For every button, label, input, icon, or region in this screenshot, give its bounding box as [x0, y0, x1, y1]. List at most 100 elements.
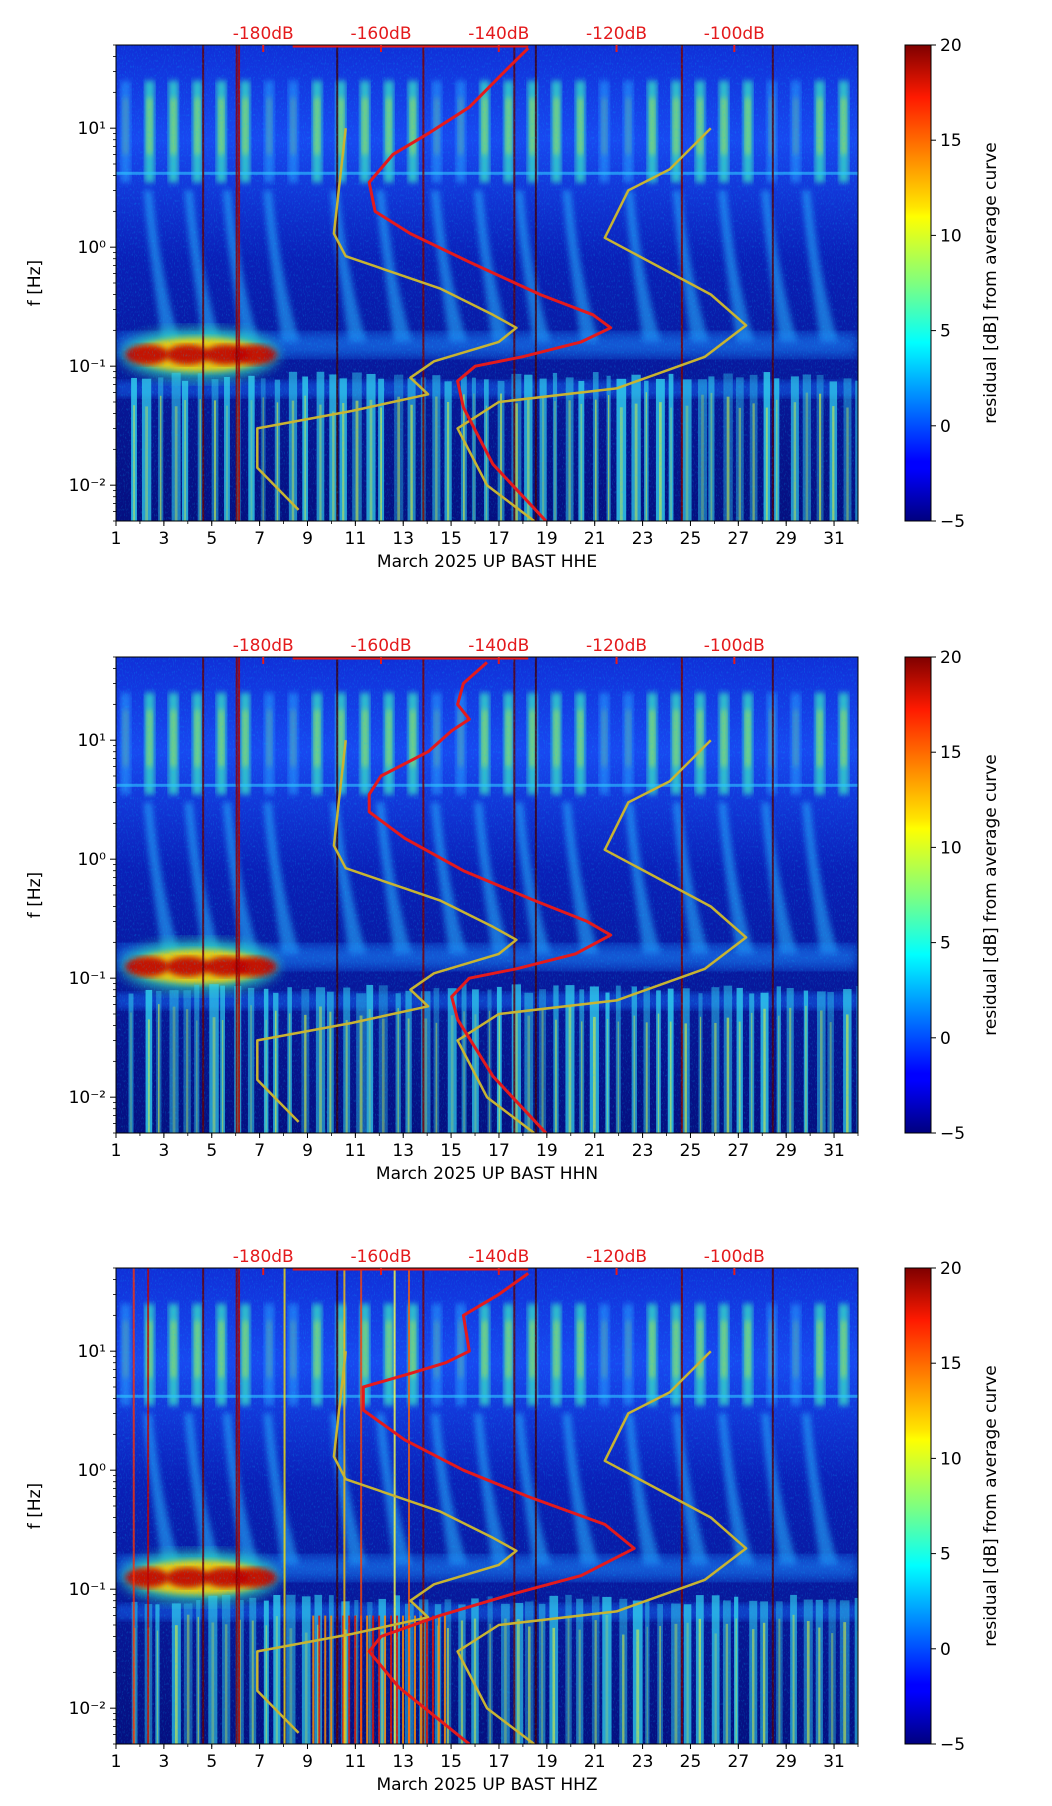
x-tick-label: 27	[728, 1141, 750, 1161]
colorbar: −5 0 5 10 15 20 residual [dB] from average cur…	[904, 1259, 1001, 1755]
x-tick-label: 7	[254, 529, 265, 549]
high-noise-model	[456, 739, 748, 1133]
colorbar: −5 0 5 10 15 20 residual [dB] from average cur…	[904, 648, 1001, 1144]
x-tick-label: 29	[775, 1752, 797, 1772]
top-db-scale: -180dB -160dB -140dB -120dB -100dB	[233, 636, 765, 664]
y-tick-label: 10⁰	[78, 238, 107, 258]
x-tick-label: 27	[728, 1752, 750, 1772]
x-tick-label: 9	[302, 529, 313, 549]
y-tick-label: 10¹	[78, 731, 106, 751]
colorbar-tick-label: 0	[940, 1640, 951, 1660]
y-tick-label: 10⁻¹	[69, 357, 106, 377]
x-tick-label: 29	[775, 529, 797, 549]
db-tick-label: -100dB	[704, 24, 765, 44]
colorbar-tick-label: 10	[940, 838, 962, 858]
y-tick-label: 10¹	[78, 119, 106, 139]
x-tick-label: 17	[488, 1752, 510, 1772]
spectrogram-image	[116, 45, 858, 521]
top-db-scale: -180dB -160dB -140dB -120dB -100dB	[233, 24, 765, 52]
x-tick-label: 13	[392, 1752, 414, 1772]
x-tick-label: 5	[206, 1141, 217, 1161]
x-tick-label: 7	[254, 1752, 265, 1772]
x-tick-label: 29	[775, 1141, 797, 1161]
y-axis: 10⁻² 10⁻¹ 10⁰ 10¹ f [Hz]	[25, 656, 116, 1134]
x-tick-label: 21	[584, 1141, 606, 1161]
y-tick-label: 10⁻²	[69, 1088, 106, 1108]
db-tick-label: -140dB	[468, 636, 529, 656]
top-db-scale: -180dB -160dB -140dB -120dB -100dB	[233, 1247, 765, 1275]
db-tick-label: -180dB	[233, 1247, 294, 1267]
colorbar-gradient	[904, 656, 932, 1134]
colorbar-tick-label: −5	[940, 1735, 965, 1755]
speckle	[116, 657, 858, 1133]
x-tick-label: 23	[632, 529, 654, 549]
x-tick-label: 31	[823, 529, 845, 549]
colorbar-gradient	[904, 44, 932, 522]
x-tick-label: 3	[158, 1752, 169, 1772]
x-tick-label: 3	[158, 1141, 169, 1161]
average-station-curve	[367, 661, 613, 1133]
speckle	[116, 45, 858, 521]
x-tick-label: 13	[392, 1141, 414, 1161]
db-tick-label: -160dB	[350, 24, 411, 44]
x-tick-label: 25	[680, 1141, 702, 1161]
noise-curves	[256, 657, 748, 1133]
x-tick-label: 17	[488, 1141, 510, 1161]
y-tick-label: 10⁻¹	[69, 969, 106, 989]
x-tick-label: 31	[823, 1141, 845, 1161]
x-tick-label: 17	[488, 529, 510, 549]
noise-curves	[256, 45, 748, 521]
x-axis-label: March 2025 UP BAST HHN	[376, 1164, 598, 1184]
high-noise-model	[456, 1350, 748, 1744]
colorbar-tick-label: 20	[940, 36, 962, 56]
x-tick-label: 31	[823, 1752, 845, 1772]
db-tick-label: -180dB	[233, 636, 294, 656]
db-tick-label: -100dB	[704, 1247, 765, 1267]
colorbar-label: residual [dB] from average curve	[981, 1365, 1001, 1646]
streak-core	[858, 1005, 860, 1154]
x-axis-label: March 2025 UP BAST HHE	[377, 552, 597, 572]
x-tick-label: 11	[345, 1141, 367, 1161]
y-axis: 10⁻² 10⁻¹ 10⁰ 10¹ f [Hz]	[25, 44, 116, 522]
db-tick-label: -100dB	[704, 636, 765, 656]
x-tick-label: 15	[440, 1141, 462, 1161]
x-tick-label: 15	[440, 529, 462, 549]
x-tick-label: 19	[536, 529, 558, 549]
colorbar-tick-label: −5	[940, 1124, 965, 1144]
colorbar-tick-label: 5	[940, 934, 951, 954]
y-axis-label: f [Hz]	[25, 872, 45, 918]
db-tick-label: -160dB	[350, 1247, 411, 1267]
colorbar-tick-label: 5	[940, 322, 951, 342]
colorbar-tick-label: 15	[940, 743, 962, 763]
x-tick-label: 21	[584, 1752, 606, 1772]
colorbar-tick-label: 10	[940, 226, 962, 246]
x-tick-label: 13	[392, 529, 414, 549]
x-tick-label: 25	[680, 529, 702, 549]
colorbar-tick-label: 20	[940, 1259, 962, 1279]
x-tick-label: 1	[111, 1752, 122, 1772]
db-tick-label: -120dB	[586, 636, 647, 656]
colorbar-label: residual [dB] from average curve	[981, 142, 1001, 423]
colorbar-tick-label: −5	[940, 512, 965, 532]
average-station-curve	[361, 1272, 636, 1744]
low-noise-model	[256, 128, 518, 511]
average-station-curve	[367, 47, 613, 521]
db-tick-label: -120dB	[586, 24, 647, 44]
db-tick-label: -140dB	[468, 1247, 529, 1267]
spectrogram-image	[116, 1268, 858, 1744]
db-tick-label: -120dB	[586, 1247, 647, 1267]
x-tick-label: 3	[158, 529, 169, 549]
x-tick-label: 27	[728, 529, 750, 549]
colorbar-tick-label: 0	[940, 1029, 951, 1049]
db-tick-label: -140dB	[468, 24, 529, 44]
y-axis: 10⁻² 10⁻¹ 10⁰ 10¹ f [Hz]	[25, 1267, 116, 1745]
x-axis-label: March 2025 UP BAST HHZ	[376, 1775, 597, 1795]
high-noise-model	[456, 127, 748, 521]
